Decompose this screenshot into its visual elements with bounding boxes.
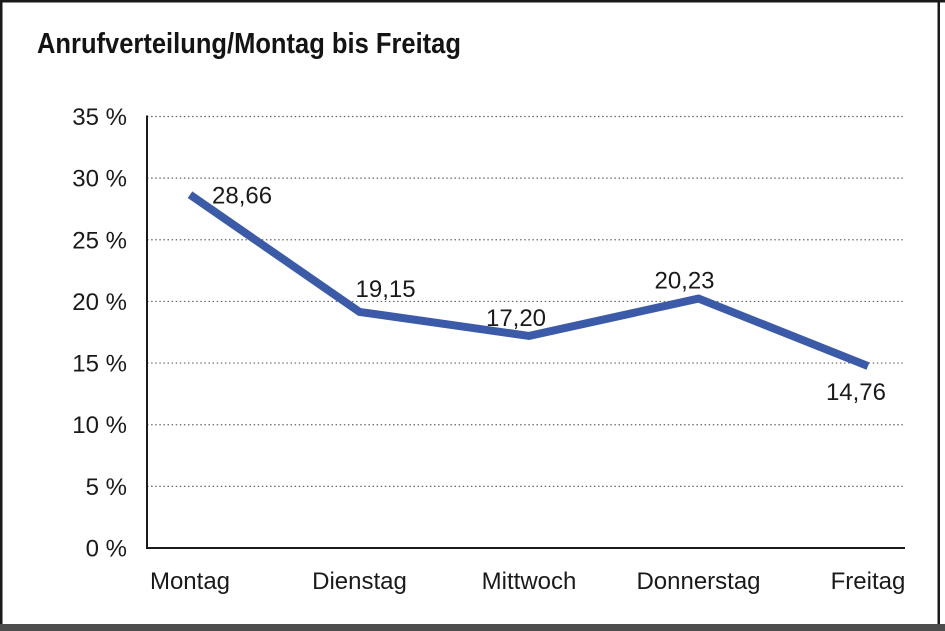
frame-top bbox=[0, 0, 945, 3]
data-label: 17,20 bbox=[486, 305, 546, 332]
y-tick-label: 30 % bbox=[72, 166, 127, 193]
data-label: 20,23 bbox=[654, 268, 714, 295]
y-tick-label: 35 % bbox=[72, 104, 127, 131]
frame-bottom-bar bbox=[0, 624, 945, 631]
y-tick-label: 15 % bbox=[72, 351, 127, 378]
y-tick-label: 10 % bbox=[72, 412, 127, 439]
chart-title: Anrufverteilung/Montag bis Freitag bbox=[37, 28, 461, 60]
y-tick-label: 5 % bbox=[86, 474, 127, 501]
data-line bbox=[187, 191, 870, 370]
frame-right bbox=[937, 0, 940, 626]
x-category-label: Donnerstag bbox=[636, 568, 760, 595]
x-category-label: Freitag bbox=[831, 568, 906, 595]
data-label: 19,15 bbox=[356, 276, 416, 303]
y-tick-label: 0 % bbox=[86, 536, 127, 563]
x-category-label: Montag bbox=[150, 568, 230, 595]
data-label: 28,66 bbox=[212, 183, 272, 210]
y-tick-label: 25 % bbox=[72, 227, 127, 254]
frame-left bbox=[0, 0, 3, 626]
x-category-label: Dienstag bbox=[312, 568, 407, 595]
data-label: 14,76 bbox=[826, 379, 886, 406]
x-category-label: Mittwoch bbox=[482, 568, 577, 595]
y-tick-label: 20 % bbox=[72, 289, 127, 316]
